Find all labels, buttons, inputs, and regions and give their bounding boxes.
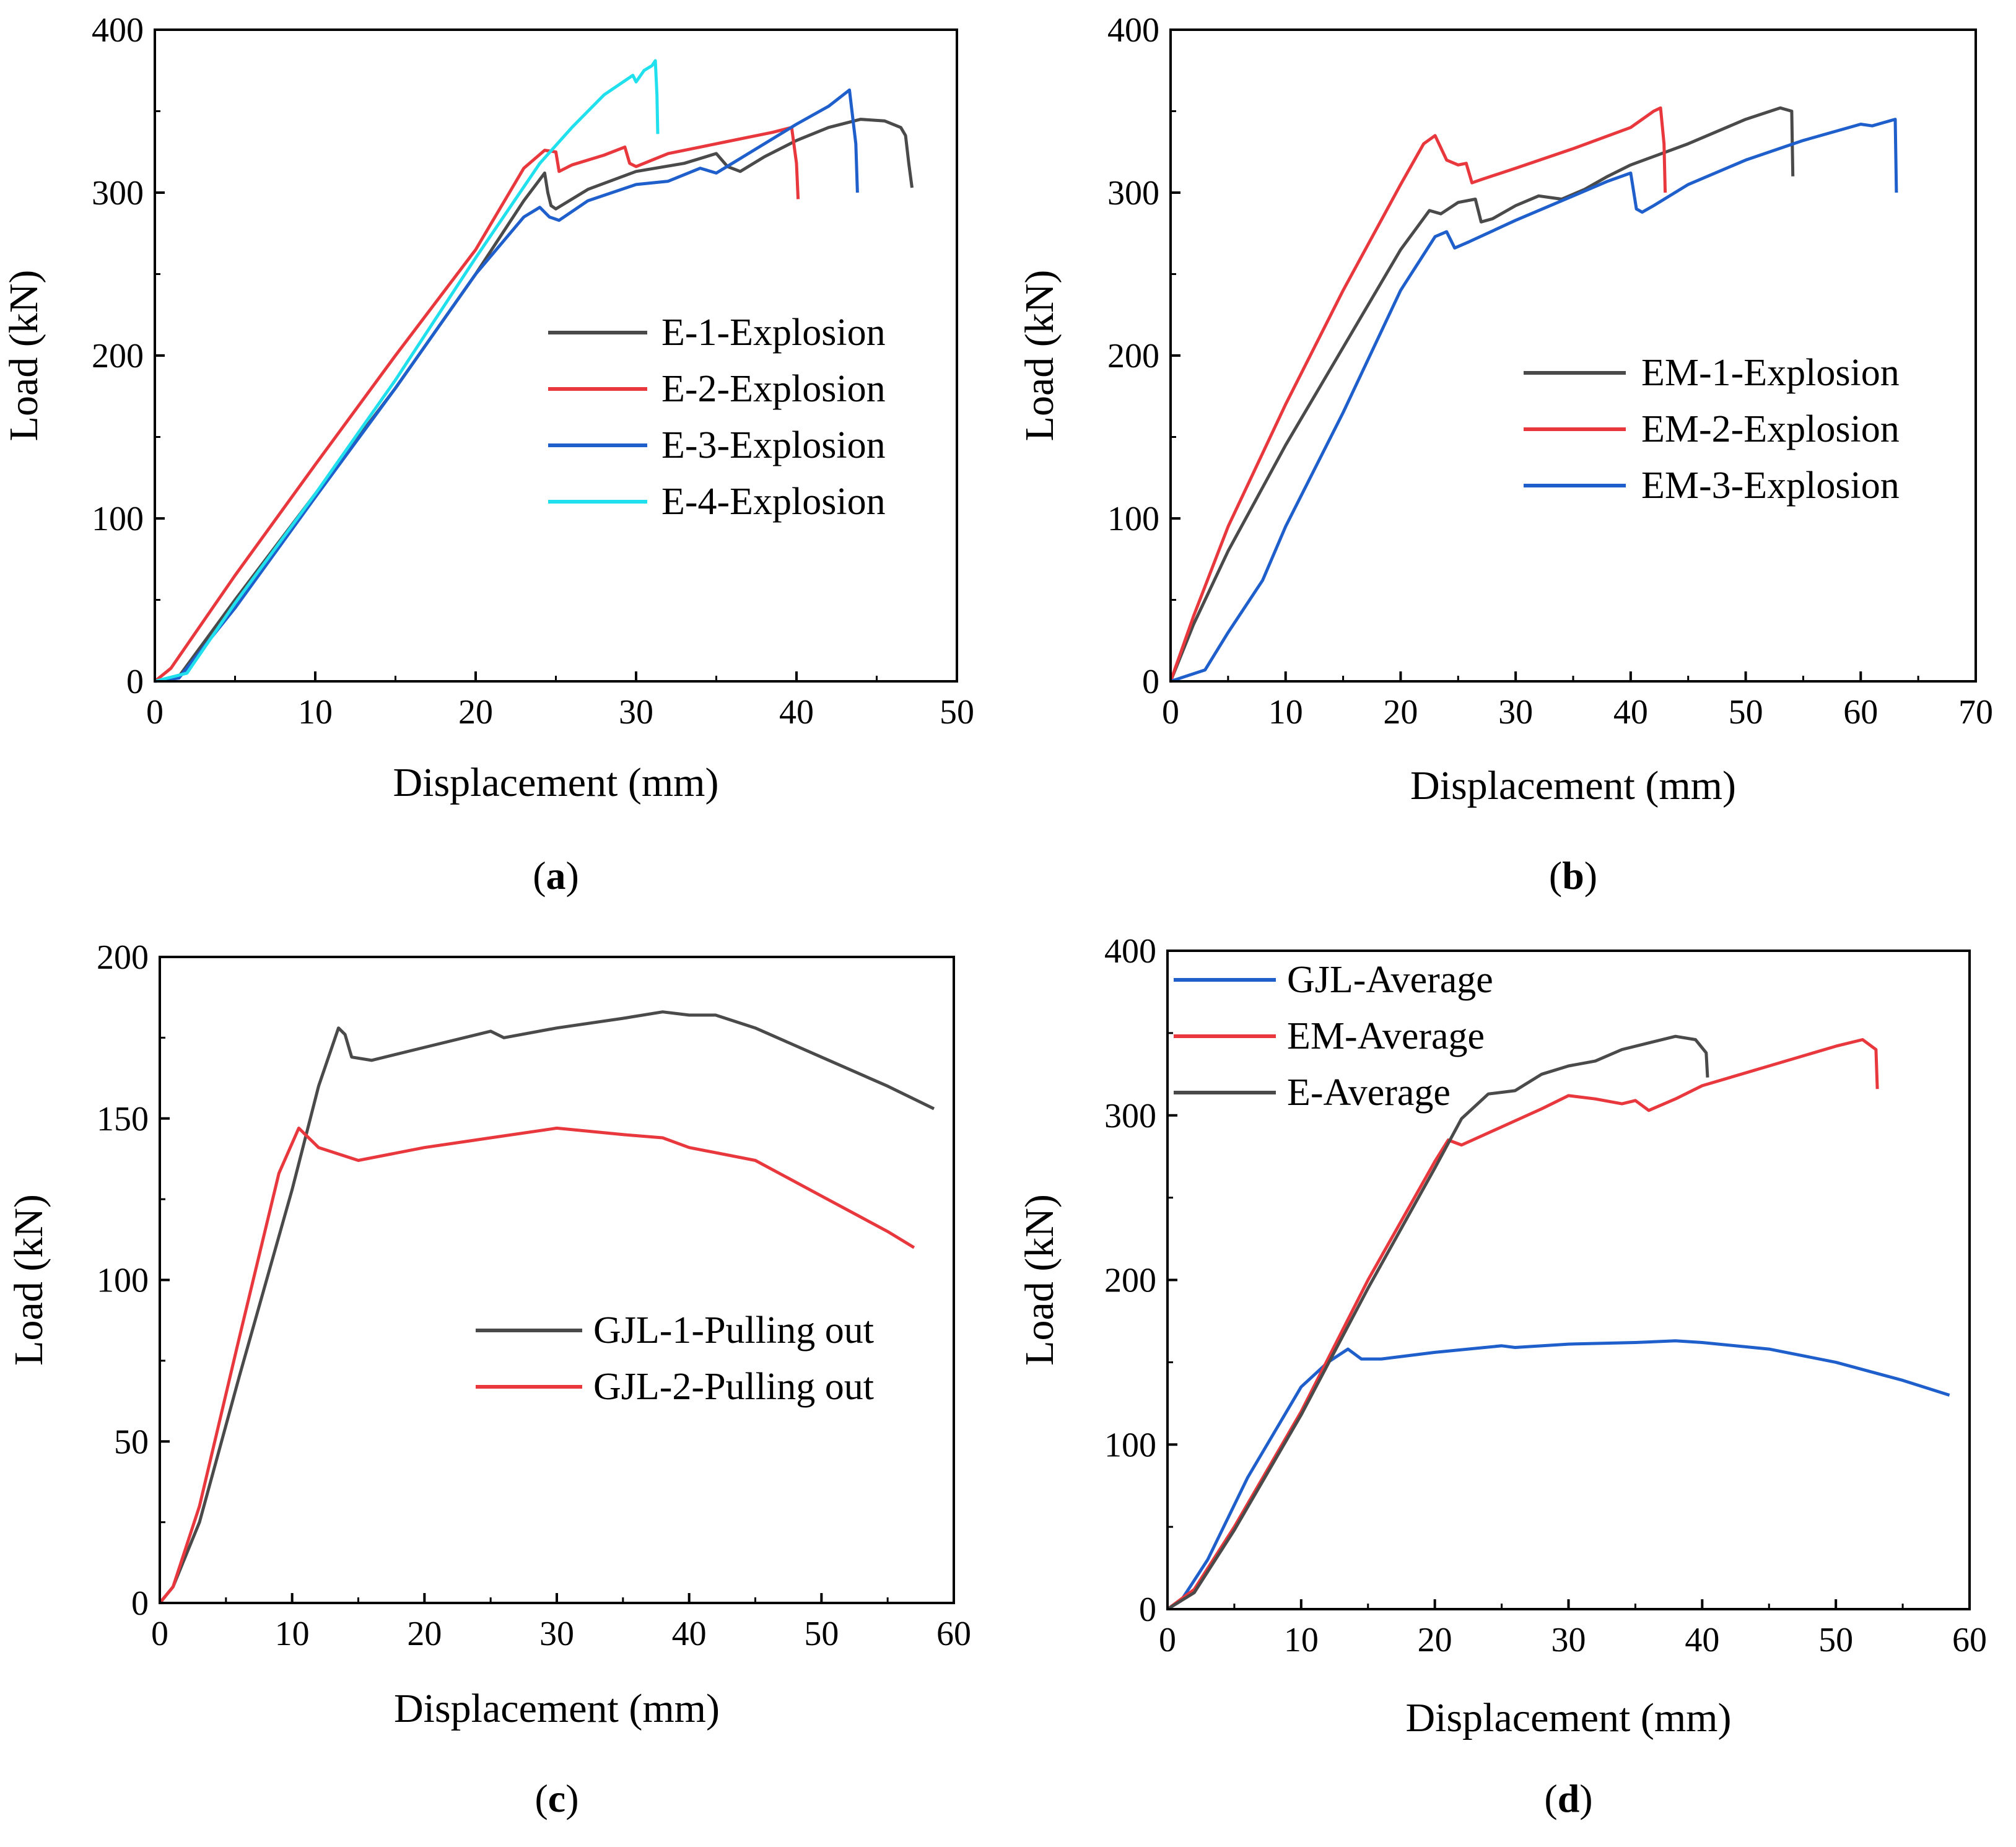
x-axis-label: Displacement (mm) xyxy=(393,760,718,805)
y-tick-label: 300 xyxy=(1104,1097,1156,1135)
y-tick-label: 300 xyxy=(1107,174,1159,212)
y-tick-label: 0 xyxy=(131,1584,149,1623)
x-tick-label: 40 xyxy=(1613,693,1648,731)
legend-label: E-1-Explosion xyxy=(661,312,886,354)
legend-label: E-2-Explosion xyxy=(661,368,886,410)
panel-label: (a) xyxy=(533,854,579,897)
legend-label: EM-2-Explosion xyxy=(1641,408,1900,450)
x-tick-label: 30 xyxy=(1551,1621,1586,1659)
x-tick-label: 70 xyxy=(1958,693,1993,731)
y-tick-label: 0 xyxy=(126,663,144,701)
legend-label: GJL-1-Pulling out xyxy=(593,1309,874,1351)
panel-letter: b xyxy=(1562,854,1584,897)
x-tick-label: 20 xyxy=(1383,693,1418,731)
x-tick-label: 0 xyxy=(1162,693,1179,731)
y-tick-label: 200 xyxy=(92,337,144,375)
x-tick-label: 20 xyxy=(407,1615,442,1653)
panel-letter: c xyxy=(548,1776,565,1820)
panel-label: (c) xyxy=(535,1776,578,1820)
series-line-gjl-1-pulling-out xyxy=(159,1010,935,1604)
x-tick-label: 0 xyxy=(151,1615,168,1653)
legend-label: E-3-Explosion xyxy=(661,424,886,466)
chart-panel-d: 0 10 20 30 40 50 60 0 100 200 300 400 Displacement (… xyxy=(1017,932,1987,1820)
x-tick-label: 50 xyxy=(1729,693,1763,731)
plot-frame xyxy=(154,28,958,683)
y-axis-label: Load (kN) xyxy=(1017,270,1062,442)
y-tick-label: 300 xyxy=(92,174,144,212)
series-line-em-3-explosion xyxy=(1170,118,1898,683)
x-axis-label: Displacement (mm) xyxy=(394,1686,720,1731)
series-line-gjl-average xyxy=(1166,1339,1950,1611)
x-tick-label: 30 xyxy=(539,1615,574,1653)
y-tick-label: 400 xyxy=(92,11,144,50)
y-axis-label: Load (kN) xyxy=(1017,1194,1062,1366)
x-tick-label: 50 xyxy=(804,1615,839,1653)
y-tick-label: 0 xyxy=(1142,663,1159,701)
legend-label: EM-Average xyxy=(1287,1015,1485,1057)
series-line-e-3-explosion xyxy=(154,88,859,683)
x-tick-label: 0 xyxy=(146,693,164,731)
legend-label: E-4-Explosion xyxy=(661,481,886,523)
series-line-e-2-explosion xyxy=(154,126,800,683)
x-tick-label: 30 xyxy=(619,693,653,731)
panel-label: (d) xyxy=(1544,1776,1592,1820)
x-tick-label: 30 xyxy=(1498,693,1533,731)
series-line-em-average xyxy=(1166,1038,1879,1611)
y-tick-label: 100 xyxy=(1104,1426,1156,1464)
legend-label: GJL-2-Pulling out xyxy=(593,1366,874,1408)
y-tick-label: 200 xyxy=(1104,1262,1156,1300)
y-tick-label: 0 xyxy=(1139,1591,1156,1629)
x-axis-label: Displacement (mm) xyxy=(1405,1695,1731,1740)
x-tick-label: 20 xyxy=(1418,1621,1452,1659)
y-tick-label: 400 xyxy=(1104,932,1156,971)
x-tick-label: 20 xyxy=(458,693,493,731)
panel-letter: d xyxy=(1558,1776,1580,1820)
legend-label: E-Average xyxy=(1287,1072,1451,1114)
y-tick-label: 50 xyxy=(114,1423,149,1461)
x-tick-label: 50 xyxy=(940,693,974,731)
legend-label: EM-1-Explosion xyxy=(1641,352,1900,394)
y-tick-label: 150 xyxy=(97,1100,149,1138)
chart-panel-b: 0 10 20 30 40 50 60 70 0 100 200 300 400 Displacement… xyxy=(1017,11,1993,897)
x-tick-label: 60 xyxy=(1952,1621,1987,1659)
series-line-em-1-explosion xyxy=(1169,106,1795,682)
x-axis-label: Displacement (mm) xyxy=(1410,763,1736,808)
x-tick-label: 10 xyxy=(275,1615,310,1653)
series-line-gjl-2-pulling-out xyxy=(159,1126,915,1604)
legend-label: GJL-Average xyxy=(1287,959,1493,1001)
x-tick-label: 10 xyxy=(298,693,333,731)
series-line-e-4-explosion xyxy=(154,59,660,683)
x-tick-label: 10 xyxy=(1284,1621,1319,1659)
x-tick-label: 10 xyxy=(1268,693,1303,731)
chart-panel-a: 0 10 20 30 40 50 0 100 200 300 400 Displacement (mm… xyxy=(1,11,974,897)
panel-letter: a xyxy=(546,854,566,897)
y-tick-label: 100 xyxy=(1107,500,1159,538)
x-tick-label: 60 xyxy=(1843,693,1878,731)
x-tick-label: 60 xyxy=(936,1615,971,1653)
y-axis-label: Load (kN) xyxy=(6,1194,51,1366)
y-tick-label: 200 xyxy=(1107,337,1159,375)
series-line-e-average xyxy=(1166,1034,1709,1611)
y-axis-label: Load (kN) xyxy=(1,270,46,442)
legend-label: EM-3-Explosion xyxy=(1641,465,1900,507)
x-tick-label: 0 xyxy=(1159,1621,1176,1659)
x-tick-label: 50 xyxy=(1818,1621,1853,1659)
x-tick-label: 40 xyxy=(1685,1621,1719,1659)
x-tick-label: 40 xyxy=(672,1615,707,1653)
chart-panel-c: 0 10 20 30 40 50 60 0 50 100 150 200 Displacement (m… xyxy=(6,938,971,1820)
y-tick-label: 100 xyxy=(97,1262,149,1300)
panel-label: (b) xyxy=(1549,854,1597,897)
x-tick-label: 40 xyxy=(779,693,814,731)
y-tick-label: 200 xyxy=(97,938,149,977)
y-tick-label: 100 xyxy=(92,500,144,538)
y-tick-label: 400 xyxy=(1107,11,1159,50)
plot-frame xyxy=(159,956,955,1604)
series-line-em-2-explosion xyxy=(1169,106,1667,682)
